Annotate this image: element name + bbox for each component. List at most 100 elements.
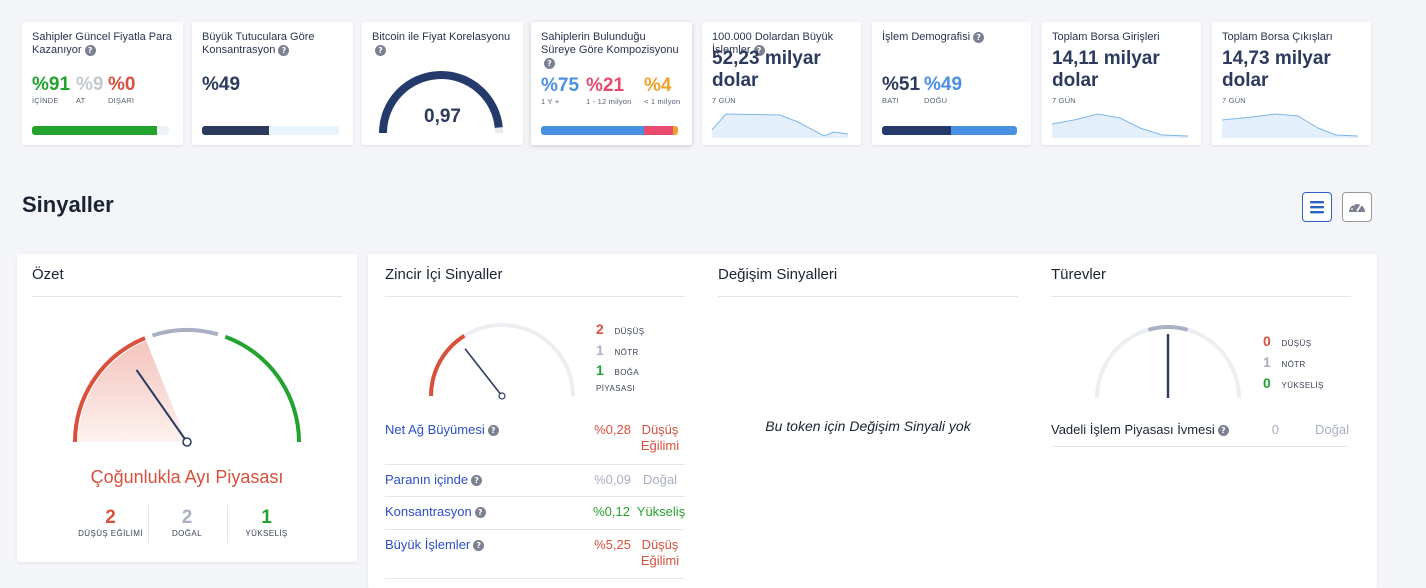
summary-gauge [73,328,301,447]
list-view-button[interactable] [1302,192,1332,222]
in-group: %91 İÇİNDE [32,74,71,105]
stat-title: Sahipler Güncel Fiyatla Para Kazanıyor? [32,31,173,56]
divider [148,505,149,543]
west-group: %51 BATI [882,74,921,105]
correlation-gauge [379,71,503,134]
signal-row[interactable]: Büyük İşlemler? %5,25 Düşüş Eğilimi [385,537,680,568]
exchange-title: Değişim Sinyalleri [718,266,838,283]
help-icon[interactable]: ? [973,31,985,43]
divider [1051,446,1349,447]
divider [385,296,685,297]
help-icon[interactable]: ? [471,475,483,487]
divider [227,505,228,543]
profit-bar-fill [32,126,157,135]
large-tx-value: 52,23 milyar dolar [712,48,821,91]
stat-card-inflows: Toplam Borsa Girişleri 14,11 milyar dola… [1042,22,1201,145]
gauge-needle [464,348,503,397]
divider [385,578,685,579]
help-icon[interactable]: ? [544,57,555,69]
divider [385,464,685,465]
stat-card-holders-profit: Sahipler Güncel Fiyatla Para Kazanıyor? … [22,22,183,145]
help-icon[interactable]: ? [753,44,765,56]
stat-card-composition[interactable]: Sahiplerin Bulunduğu Süreye Göre Kompozi… [531,22,692,145]
stat-title: Büyük Tutuculara Göre Konsantrasyon? [202,31,315,56]
gauge-view-button[interactable] [1342,192,1372,222]
summary-neutral: 2 DOĞAL [171,507,202,538]
demography-bar [882,126,1017,135]
list-icon [1310,201,1324,214]
divider [1051,296,1351,297]
gauge-arc-bear [73,336,146,443]
out-group: %0 DIŞARI [108,74,136,105]
bear-wedge [78,340,187,442]
divider [385,496,685,497]
gauge-needle [135,369,188,443]
divider [718,296,1018,297]
stat-title: Bitcoin ile Fiyat Korelasyonu? [372,31,511,56]
composition-bar [541,126,678,135]
divider [32,296,342,297]
derivatives-gauge [1095,325,1241,399]
stat-card-correlation: Bitcoin ile Fiyat Korelasyonu? 0,97 [362,22,523,145]
help-icon[interactable]: ? [487,425,499,437]
composition-bar-a [541,126,644,135]
stat-title: 100.000 Dolardan Büyük İşlemler? [712,31,834,56]
sparkline [1052,113,1188,138]
onchain-gauge [429,323,575,400]
gauge-arc-neutral [151,328,219,338]
composition-bar-c [672,126,678,135]
stat-card-demography: İşlem Demografisi? %51 BATI %49 DOĞU [872,22,1031,145]
stat-card-concentration: Büyük Tutuculara Göre Konsantrasyon? %49 [192,22,353,145]
period-label: 7 GÜN [1222,96,1246,105]
stat-title: Toplam Borsa Girişleri [1052,31,1160,43]
demography-bar-west [882,126,951,135]
help-icon[interactable]: ? [1217,425,1229,437]
stat-title: İşlem Demografisi? [882,31,1021,44]
gauge-fill [379,71,503,134]
period-label: 7 GÜN [712,96,736,105]
signals-title: Sinyaller [22,192,114,217]
help-icon[interactable]: ? [474,507,486,519]
help-icon[interactable]: ? [473,540,485,552]
gauge-arc-bear [429,334,466,397]
composition-b: %21 1 - 12 milyon [586,75,632,106]
signal-row[interactable]: Net Ağ Büyümesi? %0,28 Düşüş Eğilimi [385,422,680,453]
stat-title: Toplam Borsa Çıkışları [1222,31,1333,43]
gauge-arc-bull [224,334,301,443]
needle-pivot [182,437,192,447]
composition-a: %75 1 Y + [541,75,580,106]
inflows-value: 14,11 milyar dolar [1052,48,1160,91]
help-icon[interactable]: ? [375,44,386,56]
derivatives-title: Türevler [1051,266,1107,283]
summary-bear: 2 DÜŞÜŞ EĞİLİMİ [78,507,143,538]
demography-bar-east [950,126,1017,135]
onchain-title: Zincir İçi Sinyaller [385,266,503,283]
derivatives-legend: 0 DÜŞÜŞ 1 NÖTR 0 YÜKSELİŞ [1263,333,1324,391]
needle-pivot [498,392,506,400]
exchange-empty-message: Bu token için Değişim Sinyali yok [765,418,971,434]
gauge-track [429,323,575,397]
stat-title: Sahiplerin Bulunduğu Süreye Göre Kompozi… [541,31,679,69]
summary-verdict: Çoğunlukla Ayı Piyasası [90,467,284,487]
onchain-legend: 2 DÜŞÜŞ 1 NÖTR 1 BOĞA PİYASASI [596,321,645,393]
signal-row[interactable]: Vadeli İşlem Piyasası İvmesi? 0 Doğal [1051,422,1349,437]
signals-panel: Zincir İçi Sinyaller 2 DÜŞÜŞ 1 NÖTR 1 BO… [368,254,1377,588]
at-group: %9 AT [76,74,104,105]
correlation-value: 0,97 [424,106,461,127]
help-icon[interactable]: ? [84,44,96,56]
signal-row[interactable]: Konsantrasyon? %0,12 Yükseliş [385,504,686,519]
stat-card-outflows: Toplam Borsa Çıkışları 14,73 milyar dola… [1212,22,1371,145]
period-label: 7 GÜN [1052,96,1076,105]
stat-card-large-tx: 100.000 Dolardan Büyük İşlemler? 52,23 m… [702,22,861,145]
signal-row[interactable]: Paranın içinde? %0,09 Doğal [385,472,677,487]
panel-title: Özet [32,266,64,283]
concentration-bar-fill [202,126,270,135]
composition-bar-b [643,126,673,135]
divider [385,529,685,530]
help-icon[interactable]: ? [278,44,290,56]
speedometer-icon [1349,202,1365,212]
concentration-value: %49 [202,74,241,95]
summary-bull: 1 YÜKSELİŞ [245,507,288,538]
composition-c: %4 < 1 milyon [644,75,681,106]
sparkline [1222,113,1358,138]
